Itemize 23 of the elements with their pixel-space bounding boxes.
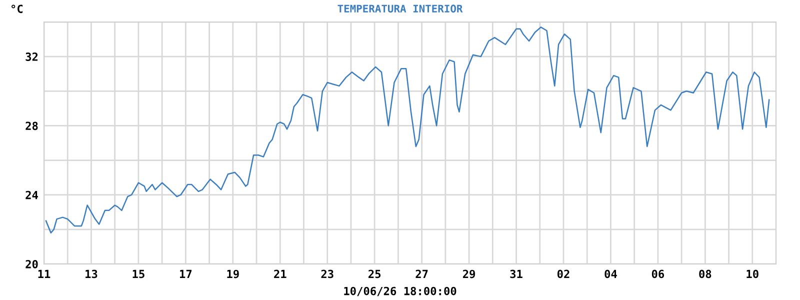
x-tick-label: 11 <box>38 270 50 278</box>
chart-title: TEMPERATURA INTERIOR <box>338 4 463 13</box>
x-tick-label: 02 <box>557 270 570 278</box>
x-tick-label: 19 <box>227 270 239 278</box>
x-tick-label: 08 <box>699 270 712 278</box>
x-tick-label: 13 <box>86 270 98 278</box>
x-tick-label: 25 <box>368 270 381 278</box>
x-tick-label: 17 <box>180 270 192 278</box>
x-tick-label: 23 <box>321 270 334 278</box>
x-tick-label: 04 <box>604 270 617 278</box>
x-tick-label: 27 <box>416 270 428 278</box>
y-axis-title: °C <box>12 4 23 14</box>
x-tick-label: 21 <box>274 270 286 278</box>
x-tick-label: 06 <box>652 270 664 278</box>
x-tick-label: 29 <box>462 270 476 278</box>
y-tick-label: 24 <box>26 190 38 200</box>
x-axis-title: 10/06/26 18:00:00 <box>344 286 456 296</box>
y-tick-label: 32 <box>26 52 38 61</box>
x-tick-label: 10 <box>746 270 758 278</box>
y-tick-label: 20 <box>26 260 38 268</box>
x-tick-label: 31 <box>510 270 522 278</box>
y-tick-label: 28 <box>26 122 38 130</box>
x-tick-label: 15 <box>132 270 144 278</box>
